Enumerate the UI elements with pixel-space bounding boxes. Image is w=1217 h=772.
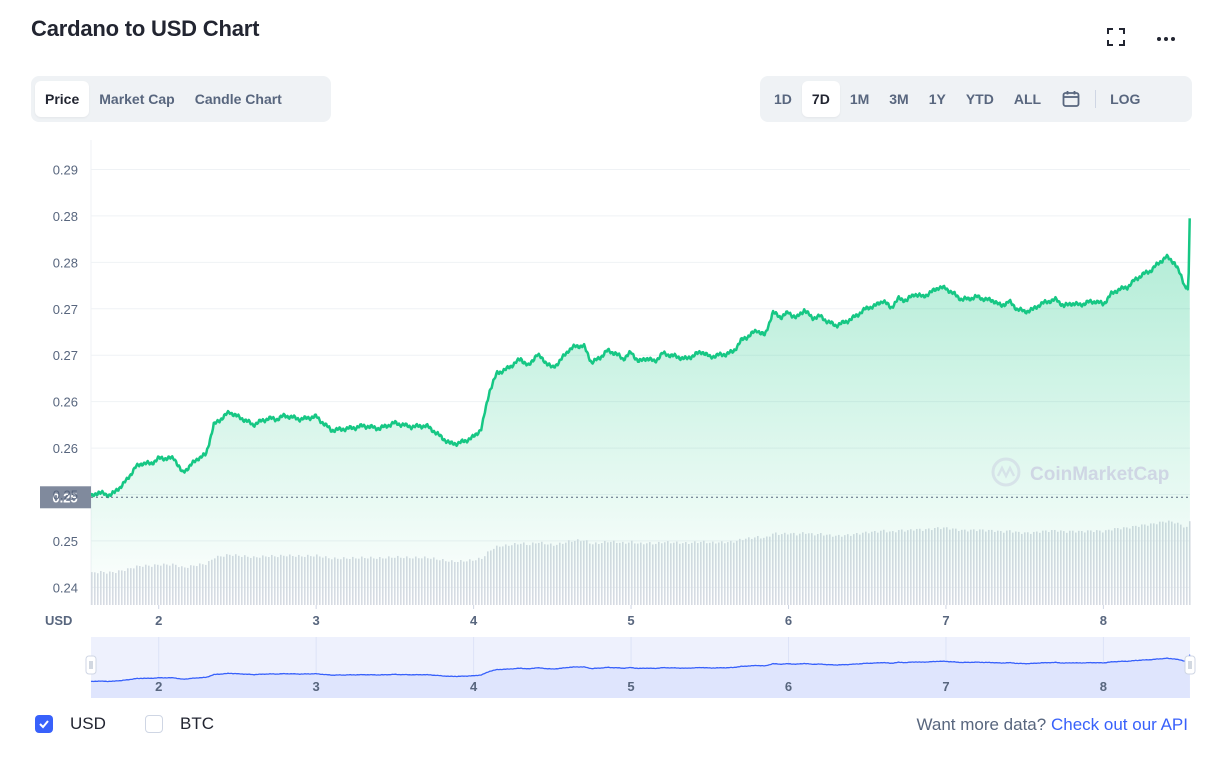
more-data-text: Want more data? Check out our API: [916, 715, 1188, 735]
range-1d[interactable]: 1D: [774, 91, 792, 107]
x-axis-labels: 2 3 4 5 6 7 8: [155, 605, 1107, 628]
legend-btc[interactable]: BTC: [145, 714, 214, 734]
y-tick-label: 0.25: [53, 488, 78, 503]
chart-title: Cardano to USD Chart: [31, 16, 260, 41]
navigator-tick-label: 7: [942, 679, 949, 694]
tab-price[interactable]: Price: [35, 81, 90, 117]
watermark-logo: [991, 457, 1021, 487]
x-tick-label: 6: [785, 613, 792, 628]
y-tick-label: 0.26: [53, 441, 78, 456]
y-axis-unit: USD: [45, 613, 72, 628]
navigator-tick-label: 8: [1100, 679, 1107, 694]
more-data-prefix: Want more data?: [916, 715, 1047, 734]
tab-candle-chart[interactable]: Candle Chart: [194, 91, 282, 107]
usd-checkbox[interactable]: [35, 715, 53, 733]
y-tick-label: 0.28: [53, 255, 78, 270]
navigator-tick-label: 3: [313, 679, 320, 694]
range-1y[interactable]: 1Y: [928, 91, 946, 107]
usd-label: USD: [70, 714, 106, 733]
navigator-tick-label: 4: [470, 679, 478, 694]
y-tick-label: 0.29: [53, 163, 78, 178]
fullscreen-button[interactable]: [1102, 23, 1130, 51]
time-range-tabs: 1D 7D 1M 3M 1Y YTD ALL LOG: [760, 76, 1192, 122]
price-area: [91, 218, 1190, 606]
y-tick-label: 0.28: [53, 209, 78, 224]
x-tick-label: 5: [627, 613, 634, 628]
api-link[interactable]: Check out our API: [1050, 715, 1188, 734]
watermark-text: CoinMarketCap: [1030, 464, 1169, 485]
range-1m[interactable]: 1M: [849, 91, 870, 107]
navigator-handle-right[interactable]: [1184, 655, 1196, 675]
y-axis-labels: 0.24 0.25 0.25 0.26 0.26 0.27 0.27 0.28 0.28 0.29: [53, 163, 78, 596]
range-ytd[interactable]: YTD: [965, 91, 994, 107]
calendar-icon: [1062, 91, 1080, 107]
range-all[interactable]: ALL: [1013, 91, 1042, 107]
y-tick-label: 0.27: [53, 348, 78, 363]
more-options-button[interactable]: [1152, 23, 1180, 51]
date-range-button[interactable]: [1051, 81, 1091, 117]
x-tick-label: 3: [313, 613, 320, 628]
range-3m[interactable]: 3M: [889, 91, 909, 107]
navigator[interactable]: 2 3 4 5 6 7 8: [85, 637, 1196, 698]
btc-checkbox[interactable]: [145, 715, 163, 733]
range-7d[interactable]: 7D: [801, 81, 840, 117]
x-tick-label: 4: [470, 613, 478, 628]
navigator-labels: 2 3 4 5 6 7 8: [155, 679, 1107, 694]
x-tick-label: 8: [1100, 613, 1107, 628]
navigator-tick-label: 6: [785, 679, 792, 694]
y-tick-label: 0.26: [53, 395, 78, 410]
fullscreen-icon: [1107, 28, 1125, 46]
y-tick-label: 0.24: [53, 580, 78, 595]
more-horizontal-icon: [1157, 37, 1175, 41]
price-chart[interactable]: 0.25 0.24 0.25 0.25 0.26 0.26 0.27 0.27 0.28 0.2…: [0, 130, 1217, 705]
range-divider: [1095, 90, 1097, 108]
x-tick-label: 7: [942, 613, 949, 628]
tab-market-cap[interactable]: Market Cap: [99, 91, 175, 107]
current-price-label: 0.25: [52, 490, 77, 505]
y-tick-label: 0.27: [53, 302, 78, 317]
navigator-handle-left[interactable]: [85, 655, 97, 675]
navigator-tick-label: 2: [155, 679, 162, 694]
btc-label: BTC: [180, 714, 214, 733]
navigator-area: [91, 654, 1190, 698]
price-line: [89, 218, 1191, 499]
current-price-tag: [40, 486, 91, 509]
chart-type-tabs: Price Market Cap Candle Chart: [31, 76, 331, 122]
legend-usd[interactable]: USD: [35, 714, 106, 734]
navigator-line: [90, 654, 1191, 683]
x-tick-label: 2: [155, 613, 162, 628]
navigator-tick-label: 5: [627, 679, 634, 694]
y-tick-label: 0.25: [53, 534, 78, 549]
check-icon: [39, 720, 49, 729]
log-scale-toggle[interactable]: LOG: [1110, 91, 1141, 107]
